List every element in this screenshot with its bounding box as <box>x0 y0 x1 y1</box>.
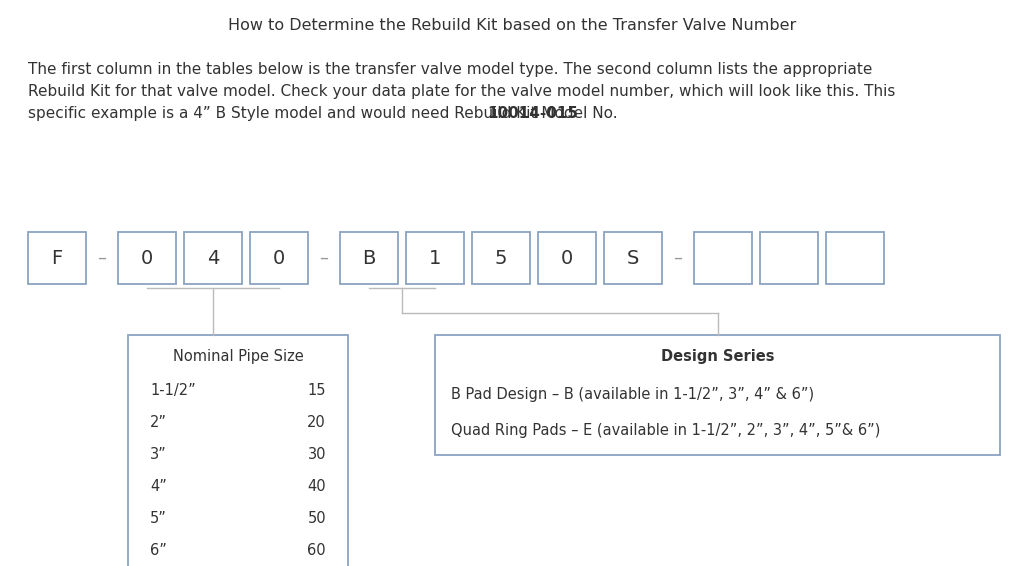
Text: 5”: 5” <box>150 511 167 526</box>
FancyBboxPatch shape <box>250 232 308 284</box>
Text: B Pad Design – B (available in 1-1/2”, 3”, 4” & 6”): B Pad Design – B (available in 1-1/2”, 3… <box>451 387 814 402</box>
Text: Rebuild Kit for that valve model. Check your data plate for the valve model numb: Rebuild Kit for that valve model. Check … <box>28 84 895 99</box>
FancyBboxPatch shape <box>128 335 348 566</box>
Text: 6”: 6” <box>150 543 167 558</box>
FancyBboxPatch shape <box>760 232 818 284</box>
Text: The first column in the tables below is the transfer valve model type. The secon: The first column in the tables below is … <box>28 62 872 77</box>
Text: 0: 0 <box>141 248 154 268</box>
Text: B: B <box>362 248 376 268</box>
Text: 5: 5 <box>495 248 507 268</box>
FancyBboxPatch shape <box>538 232 596 284</box>
FancyBboxPatch shape <box>694 232 752 284</box>
Text: 0: 0 <box>272 248 285 268</box>
Text: How to Determine the Rebuild Kit based on the Transfer Valve Number: How to Determine the Rebuild Kit based o… <box>228 18 796 33</box>
Text: 1: 1 <box>429 248 441 268</box>
Text: 30: 30 <box>307 447 326 462</box>
FancyBboxPatch shape <box>472 232 530 284</box>
Text: –: – <box>97 249 106 267</box>
Text: 60: 60 <box>307 543 326 558</box>
Text: 2”: 2” <box>150 415 167 430</box>
Text: F: F <box>51 248 62 268</box>
Text: 20: 20 <box>307 415 326 430</box>
Text: S: S <box>627 248 639 268</box>
Text: 10014-015: 10014-015 <box>487 106 579 121</box>
Text: –: – <box>319 249 329 267</box>
Text: specific example is a 4” B Style model and would need Rebuild Kit Model No.: specific example is a 4” B Style model a… <box>28 106 623 121</box>
FancyBboxPatch shape <box>406 232 464 284</box>
Text: Nominal Pipe Size: Nominal Pipe Size <box>173 349 303 364</box>
Text: 4”: 4” <box>150 479 167 494</box>
Text: 15: 15 <box>307 383 326 398</box>
Text: 3”: 3” <box>150 447 167 462</box>
Text: 4: 4 <box>207 248 219 268</box>
FancyBboxPatch shape <box>184 232 242 284</box>
Text: Design Series: Design Series <box>660 349 774 364</box>
FancyBboxPatch shape <box>604 232 662 284</box>
Text: 0: 0 <box>561 248 573 268</box>
FancyBboxPatch shape <box>826 232 884 284</box>
Text: 40: 40 <box>307 479 326 494</box>
FancyBboxPatch shape <box>28 232 86 284</box>
FancyBboxPatch shape <box>340 232 398 284</box>
FancyBboxPatch shape <box>118 232 176 284</box>
Text: 50: 50 <box>307 511 326 526</box>
Text: 1-1/2”: 1-1/2” <box>150 383 196 398</box>
Text: Quad Ring Pads – E (available in 1-1/2”, 2”, 3”, 4”, 5”& 6”): Quad Ring Pads – E (available in 1-1/2”,… <box>451 423 881 438</box>
Text: –: – <box>674 249 683 267</box>
FancyBboxPatch shape <box>435 335 1000 455</box>
